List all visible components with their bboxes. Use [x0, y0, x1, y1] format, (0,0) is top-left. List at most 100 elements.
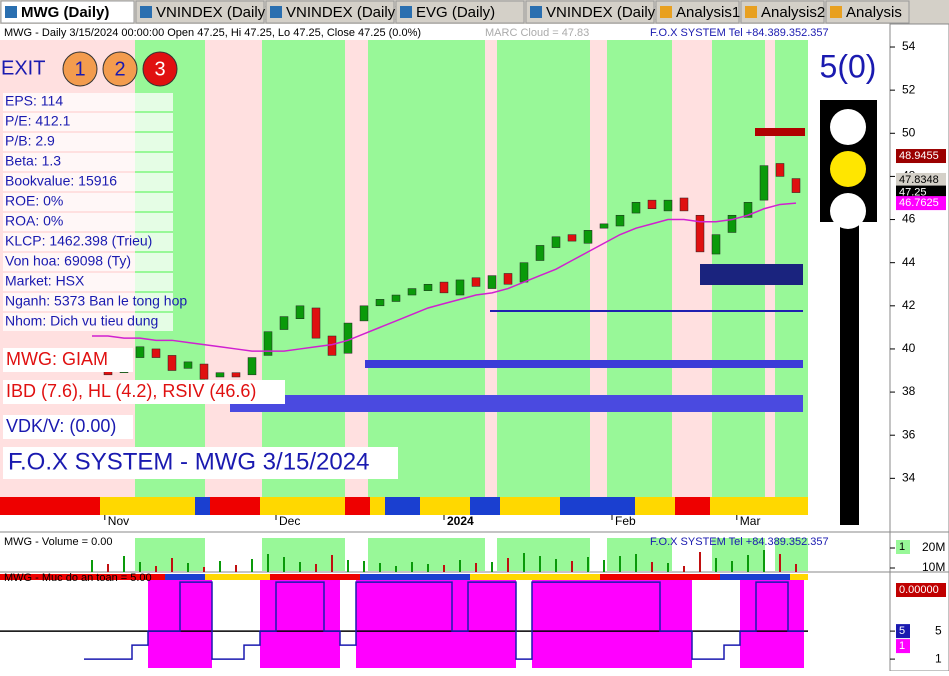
level-bar	[700, 264, 803, 285]
trend-strip	[420, 497, 470, 515]
tab-label[interactable]: VNINDEX (Daily)	[156, 4, 270, 21]
price-label: 47.8348	[899, 174, 939, 186]
candle	[151, 348, 161, 358]
y-tick-label: 1	[935, 651, 942, 665]
candle	[599, 223, 609, 229]
trend-strip	[210, 497, 260, 515]
stat-bg	[3, 313, 173, 331]
y-tick-label: 50	[902, 125, 916, 139]
safety-zone	[756, 580, 772, 668]
tab-label[interactable]: EVG (Daily)	[416, 4, 495, 21]
tab-label[interactable]: VNINDEX (Daily)	[546, 4, 660, 21]
safety-zone	[772, 580, 788, 668]
candle	[711, 234, 721, 255]
candle	[183, 361, 193, 369]
volume-bar	[459, 560, 461, 572]
stat-bg	[3, 213, 173, 231]
candle	[695, 214, 705, 253]
y-tick-label: 10M	[922, 560, 945, 574]
volume-bar	[587, 557, 589, 572]
status-bg	[3, 348, 133, 372]
light	[830, 151, 866, 187]
safety-right-bg	[896, 639, 910, 654]
tab-icon	[745, 6, 757, 18]
candle	[679, 197, 689, 212]
signal-zone	[368, 40, 485, 497]
stat-bg	[3, 93, 173, 111]
safety-zone	[676, 580, 692, 668]
candle	[247, 357, 257, 376]
level-button-label[interactable]: 3	[154, 58, 165, 80]
tab-label[interactable]: Analysis2	[761, 4, 825, 21]
stat-bg	[3, 133, 173, 151]
stat-line: Market: HSX	[5, 273, 85, 289]
trend-strip	[675, 497, 710, 515]
x-tick-label: Nov	[108, 514, 129, 528]
tab-icon	[400, 6, 412, 18]
tab[interactable]	[395, 0, 525, 24]
tab-label[interactable]: VNINDEX (Daily)	[286, 4, 400, 21]
candle	[311, 307, 321, 339]
safety-zone	[564, 580, 580, 668]
tab-icon	[660, 6, 672, 18]
candle	[375, 299, 385, 307]
level-button[interactable]	[102, 51, 138, 87]
volume-bar	[651, 562, 653, 572]
volume-bar	[411, 562, 413, 572]
safety-zone	[276, 580, 292, 668]
y-tick-label: 52	[902, 82, 916, 96]
volume-bar	[603, 560, 605, 572]
safety-zone	[740, 580, 756, 668]
signal-count: 5(0)	[820, 48, 877, 84]
candle	[775, 163, 785, 177]
volume-bar	[139, 562, 141, 572]
tab[interactable]	[135, 0, 265, 24]
candle	[391, 294, 401, 302]
signal-zone	[485, 40, 497, 497]
level-button-label[interactable]: 1	[74, 58, 85, 80]
safety-zone	[612, 580, 628, 668]
candle	[583, 230, 593, 244]
volume-bar	[267, 554, 269, 572]
safety-zone	[388, 580, 404, 668]
exit-button[interactable]: EXIT	[1, 57, 45, 79]
status-bg	[3, 380, 285, 404]
tab[interactable]	[525, 0, 655, 24]
tab-icon	[270, 6, 282, 18]
fox-contact: F.O.X SYSTEM Tel +84.389.352.357	[650, 27, 829, 39]
x-tick-label: Feb	[615, 514, 636, 528]
stat-line: ROE: 0%	[5, 193, 63, 209]
tab[interactable]	[265, 0, 395, 24]
tab[interactable]	[655, 0, 740, 24]
x-tick-label: Mar	[740, 514, 761, 528]
y-tick-label: 20M	[922, 540, 945, 554]
volume-bar	[203, 567, 205, 572]
stat-bg	[3, 193, 173, 211]
volume-zone	[672, 538, 712, 571]
tab-label[interactable]: Analysis	[846, 4, 902, 21]
candle	[167, 355, 177, 371]
price-label-bg	[896, 196, 946, 211]
level-button[interactable]	[62, 51, 98, 87]
volume-bar	[699, 552, 701, 572]
tab[interactable]	[825, 0, 910, 24]
volume-bar	[363, 561, 365, 572]
volume-bar	[299, 562, 301, 572]
trend-strip	[195, 497, 210, 515]
safety-zone	[180, 580, 196, 668]
price-label: 46.7625	[899, 197, 939, 209]
tab-label[interactable]: Analysis1	[676, 4, 740, 21]
y-tick-label: 5	[935, 623, 942, 637]
tab[interactable]	[740, 0, 825, 24]
tab[interactable]	[0, 0, 135, 24]
safety-zone	[356, 580, 372, 668]
stat-bg	[3, 273, 173, 291]
volume-label: MWG - Volume = 0.00	[4, 536, 113, 548]
volume-bar	[395, 566, 397, 572]
level-button[interactable]	[142, 51, 178, 87]
y-tick-label: 36	[902, 427, 916, 441]
candle	[407, 288, 417, 296]
level-button-label[interactable]: 2	[114, 58, 125, 80]
tab-label[interactable]: MWG (Daily)	[21, 4, 109, 21]
volume-bar	[779, 554, 781, 572]
